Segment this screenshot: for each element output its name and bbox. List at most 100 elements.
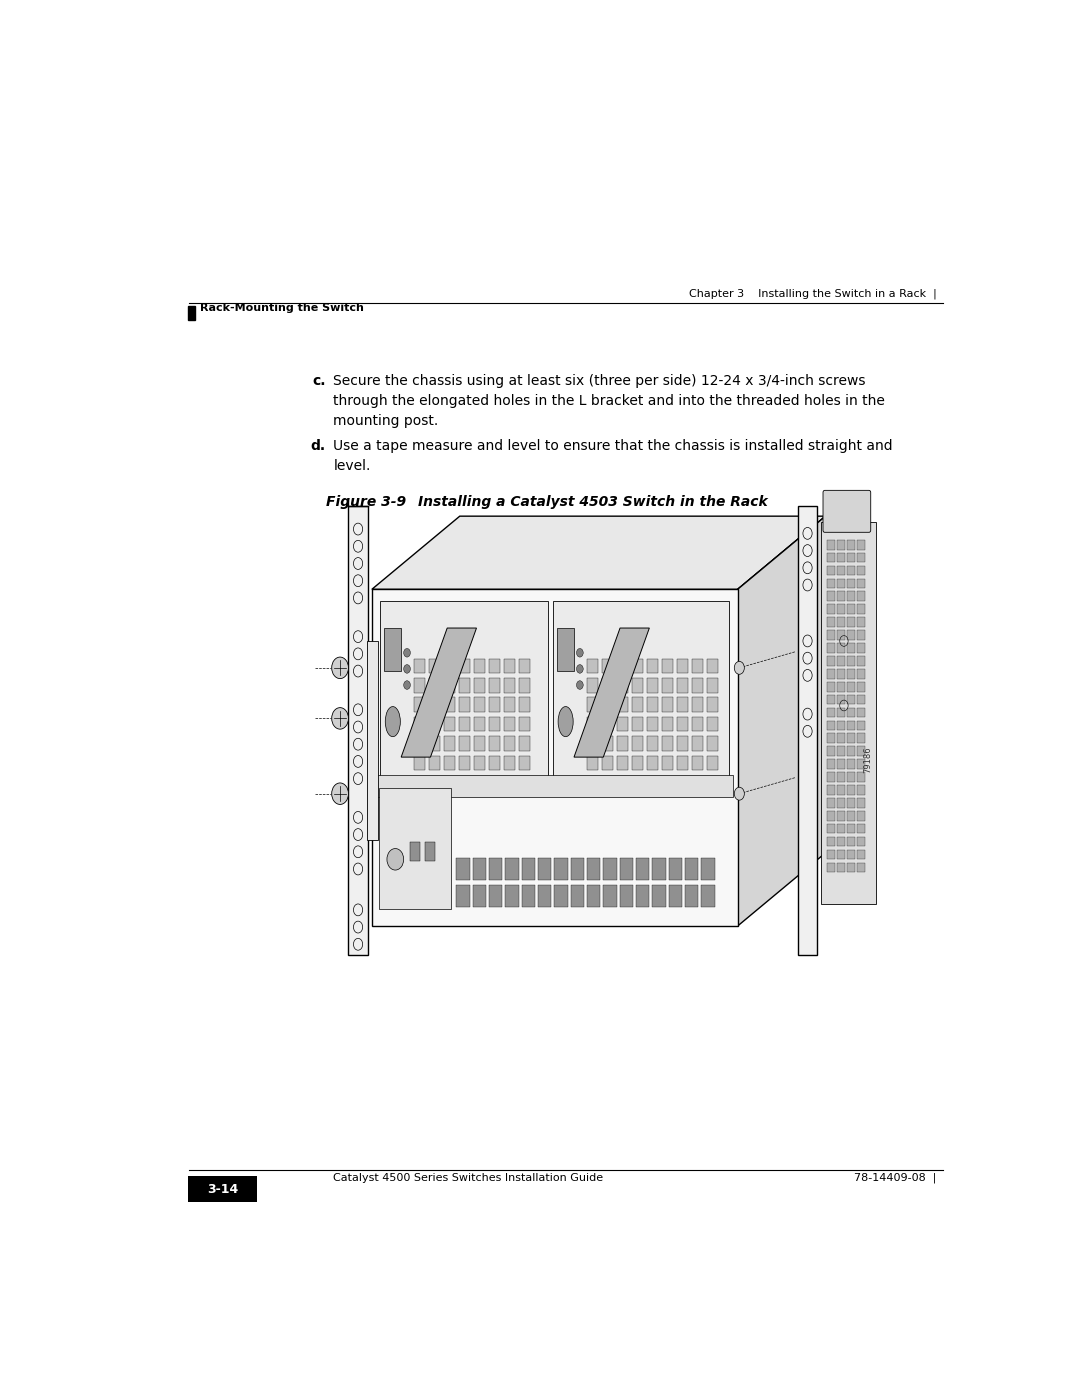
Bar [848, 669, 855, 679]
Bar [858, 630, 865, 640]
Bar [632, 717, 643, 731]
Circle shape [387, 848, 404, 870]
Bar [692, 678, 703, 693]
Circle shape [404, 680, 410, 689]
Bar [444, 736, 455, 750]
Bar [662, 678, 673, 693]
Bar [837, 721, 845, 731]
Bar [586, 717, 598, 731]
Bar [827, 785, 835, 795]
Bar [858, 733, 865, 743]
Bar [837, 798, 845, 807]
Bar [489, 659, 500, 673]
Bar [848, 566, 855, 576]
Bar [662, 736, 673, 750]
Bar [848, 643, 855, 652]
Bar [837, 682, 845, 692]
Bar [692, 756, 703, 770]
Circle shape [404, 648, 410, 657]
Bar [617, 736, 627, 750]
Bar [554, 858, 568, 880]
Bar [647, 756, 658, 770]
Bar [489, 678, 500, 693]
Bar [837, 849, 845, 859]
Bar [848, 605, 855, 615]
Bar [837, 785, 845, 795]
Bar [429, 736, 440, 750]
Bar [837, 694, 845, 704]
Bar [538, 858, 552, 880]
Bar [652, 886, 665, 907]
Bar [837, 824, 845, 834]
Bar [837, 837, 845, 847]
Bar [837, 578, 845, 588]
Bar [827, 553, 835, 563]
Bar [429, 697, 440, 712]
Bar [602, 678, 613, 693]
Circle shape [577, 648, 583, 657]
Bar [827, 798, 835, 807]
Bar [858, 605, 865, 615]
Circle shape [332, 708, 349, 729]
Bar [858, 553, 865, 563]
Bar [837, 657, 845, 666]
Bar [692, 736, 703, 750]
Bar [380, 601, 548, 781]
Bar [701, 886, 715, 907]
Bar [858, 773, 865, 782]
Polygon shape [738, 515, 825, 926]
Polygon shape [738, 515, 825, 852]
Bar [837, 862, 845, 872]
Polygon shape [401, 629, 476, 757]
Bar [188, 306, 195, 320]
Bar [858, 566, 865, 576]
Bar [588, 858, 600, 880]
Bar [858, 837, 865, 847]
Bar [858, 669, 865, 679]
Bar [429, 678, 440, 693]
Bar [519, 756, 530, 770]
Bar [858, 760, 865, 768]
Bar [827, 862, 835, 872]
Circle shape [332, 657, 349, 679]
Bar [858, 591, 865, 601]
Bar [473, 886, 486, 907]
Bar [848, 539, 855, 549]
Bar [827, 760, 835, 768]
Bar [707, 697, 718, 712]
Bar [669, 886, 681, 907]
Bar [677, 678, 688, 693]
Bar [827, 643, 835, 652]
Bar [837, 617, 845, 627]
Bar [837, 643, 845, 652]
Circle shape [404, 665, 410, 673]
Bar [505, 886, 518, 907]
Bar [662, 697, 673, 712]
Bar [602, 717, 613, 731]
Bar [707, 756, 718, 770]
Bar [662, 717, 673, 731]
Polygon shape [372, 515, 825, 590]
Bar [424, 842, 434, 862]
Circle shape [577, 680, 583, 689]
Bar [827, 733, 835, 743]
Bar [636, 886, 649, 907]
Bar [827, 578, 835, 588]
Bar [459, 659, 470, 673]
Bar [821, 521, 876, 904]
Bar [858, 657, 865, 666]
Bar [586, 736, 598, 750]
Bar [414, 717, 426, 731]
Bar [414, 659, 426, 673]
Bar [858, 862, 865, 872]
Bar [414, 678, 426, 693]
Bar [707, 736, 718, 750]
Bar [349, 507, 367, 956]
Bar [798, 507, 818, 956]
Bar [848, 578, 855, 588]
Bar [848, 824, 855, 834]
Bar [519, 697, 530, 712]
Bar [848, 682, 855, 692]
Bar [459, 717, 470, 731]
Bar [677, 717, 688, 731]
